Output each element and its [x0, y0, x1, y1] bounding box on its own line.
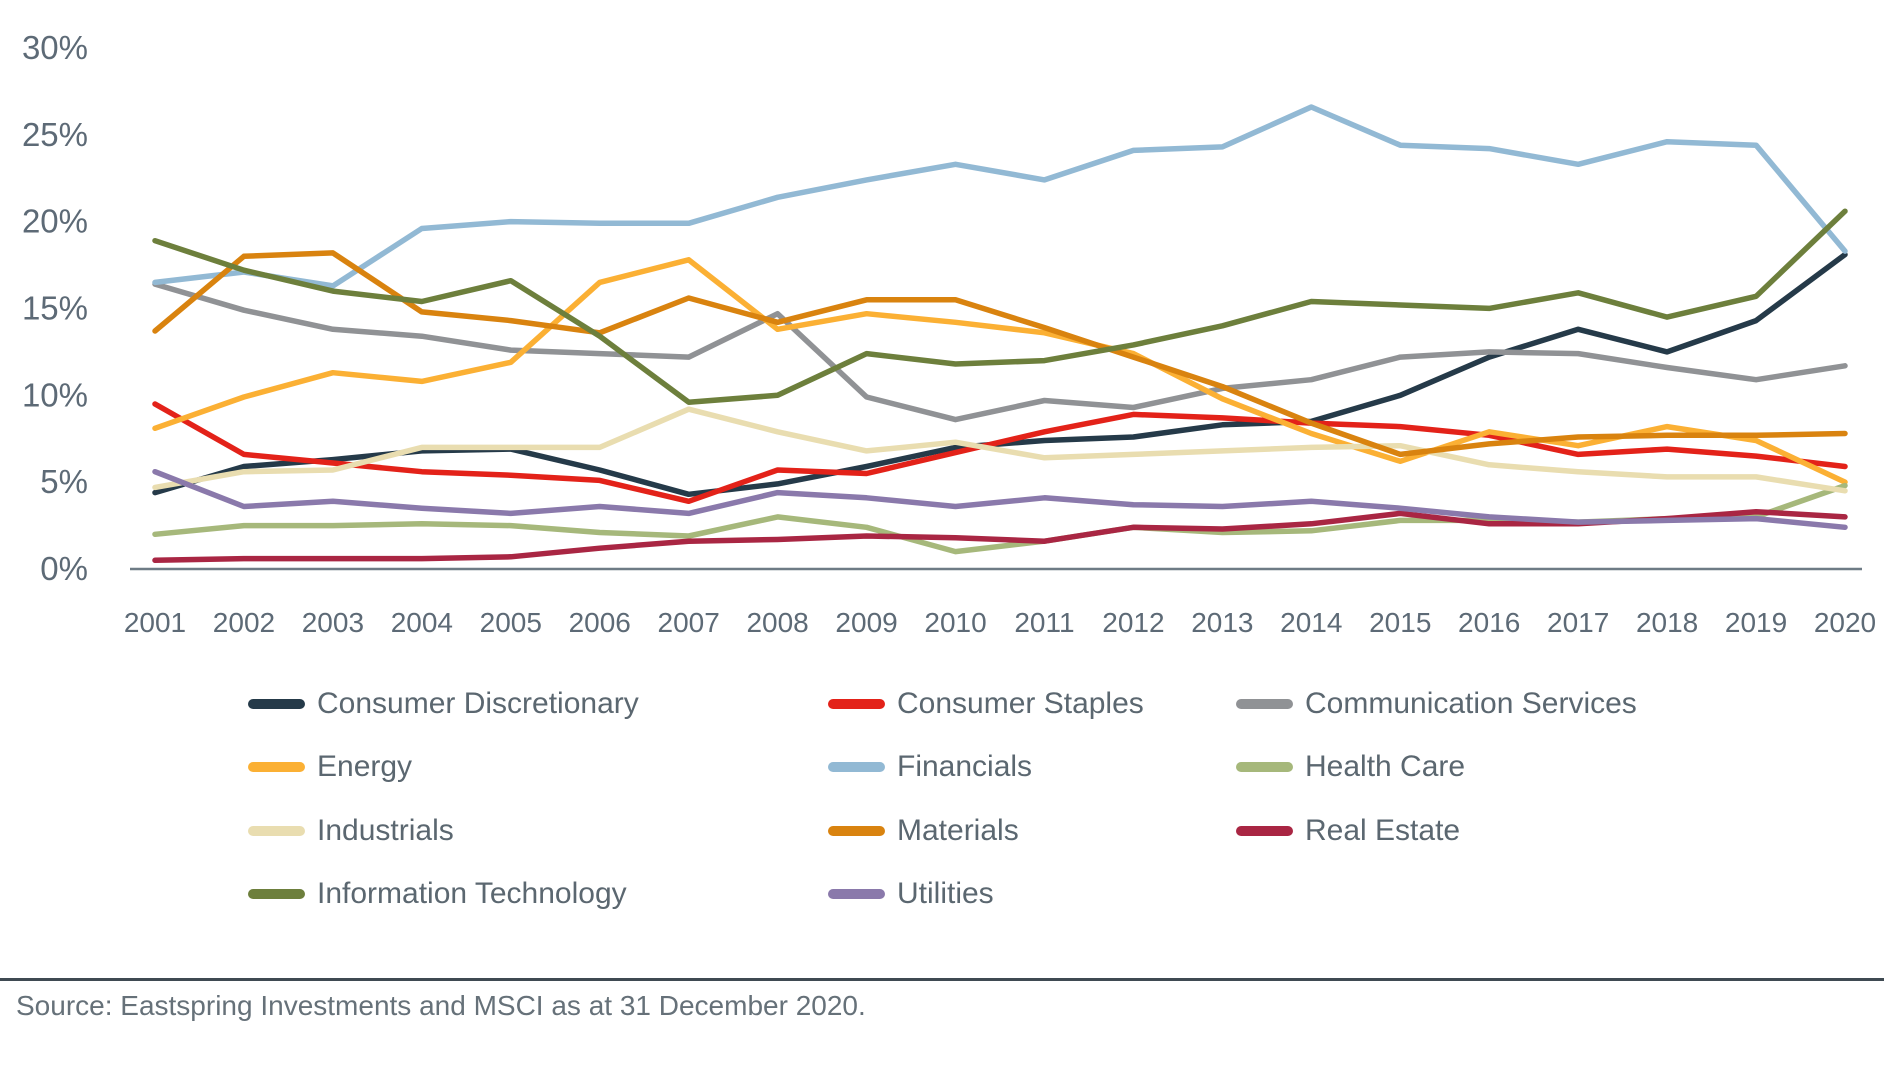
legend-label: Utilities: [897, 877, 994, 911]
chart-legend: Consumer Discretionary Consumer Staples Co…: [248, 672, 1856, 926]
legend-item-financials: Financials: [828, 750, 1236, 784]
legend-label: Industrials: [317, 813, 454, 847]
y-axis-tick-label: 10%: [22, 376, 88, 413]
line-chart: 0% 5% 10% 15% 20% 25% 30% 2001 2002 2003 2004 2005 2…: [22, 29, 1876, 638]
legend-swatch-consumer-staples: [828, 698, 885, 709]
legend-swatch-communication-services: [1236, 698, 1293, 709]
y-axis-tick-label: 30%: [22, 29, 88, 66]
y-axis-tick-label: 0%: [40, 550, 88, 587]
x-axis-year-label: 2014: [1280, 607, 1342, 638]
legend-label: Financials: [897, 750, 1033, 784]
x-axis-year-label: 2009: [835, 607, 897, 638]
x-axis-year-label: 2003: [302, 607, 364, 638]
legend-item-consumer-staples: Consumer Staples: [828, 687, 1236, 721]
x-axis-year-label: 2013: [1191, 607, 1253, 638]
legend-swatch-materials: [828, 825, 885, 836]
legend-label: Communication Services: [1305, 686, 1637, 720]
x-axis-year-label: 2012: [1102, 607, 1164, 638]
x-axis-year-label: 2011: [1014, 607, 1074, 638]
legend-item-utilities: Utilities: [828, 877, 1236, 911]
legend-label: Real Estate: [1305, 813, 1461, 847]
source-note: Source: Eastspring Investments and MSCI …: [16, 990, 866, 1021]
y-axis-tick-label: 20%: [22, 203, 88, 240]
x-axis-year-label: 2002: [213, 607, 275, 638]
series-line-information-technology: [152, 208, 1848, 405]
x-axis-year-label: 2016: [1458, 607, 1520, 638]
legend-swatch-utilities: [828, 889, 885, 900]
x-axis-year-label: 2004: [391, 607, 453, 638]
legend-item-real-estate: Real Estate: [1236, 814, 1856, 848]
legend-label: Consumer Staples: [897, 686, 1144, 720]
x-axis-year-label: 2019: [1725, 607, 1787, 638]
legend-label: Information Technology: [317, 877, 627, 911]
legend-item-industrials: Industrials: [248, 814, 828, 848]
series-line-financials: [152, 104, 1848, 289]
legend-swatch-consumer-discretionary: [248, 698, 305, 709]
x-axis-year-label: 2017: [1547, 607, 1609, 638]
legend-item-communication-services: Communication Services: [1236, 687, 1856, 721]
x-axis-year-label: 2008: [746, 607, 808, 638]
legend-label: Materials: [897, 813, 1019, 847]
x-axis-year-label: 2010: [924, 607, 986, 638]
x-axis-year-label: 2005: [480, 607, 542, 638]
legend-swatch-real-estate: [1236, 825, 1293, 836]
legend-item-consumer-discretionary: Consumer Discretionary: [248, 687, 828, 721]
legend-label: Consumer Discretionary: [317, 686, 639, 720]
series-line-industrials: [152, 406, 1848, 494]
series-line-communication-services: [152, 281, 1848, 423]
legend-swatch-health-care: [1236, 762, 1293, 773]
legend-item-information-technology: Information Technology: [248, 877, 828, 911]
series-line-materials: [152, 250, 1848, 458]
x-axis-year-label: 2007: [658, 607, 720, 638]
y-axis-tick-label: 15%: [22, 289, 88, 326]
legend-label: Health Care: [1305, 750, 1466, 784]
series-line-consumer-discretionary: [152, 251, 1848, 498]
legend-item-health-care: Health Care: [1236, 750, 1856, 784]
series-line-consumer-staples: [152, 401, 1848, 505]
legend-item-materials: Materials: [828, 814, 1236, 848]
x-axis-year-label: 2001: [124, 607, 186, 638]
legend-swatch-energy: [248, 762, 305, 773]
series-line-energy: [152, 257, 1848, 485]
legend-swatch-information-technology: [248, 889, 305, 900]
footer-divider: [0, 978, 1884, 981]
y-axis-tick-label: 5%: [40, 463, 88, 500]
x-axis-year-label: 2015: [1369, 607, 1431, 638]
series-line-utilities: [152, 468, 1848, 531]
x-axis-year-label: 2018: [1636, 607, 1698, 638]
x-axis-year-label: 2020: [1814, 607, 1876, 638]
legend-label: Energy: [317, 750, 413, 784]
legend-swatch-financials: [828, 762, 885, 773]
legend-swatch-industrials: [248, 825, 305, 836]
legend-item-energy: Energy: [248, 750, 828, 784]
y-axis-tick-label: 25%: [22, 116, 88, 153]
x-axis-year-label: 2006: [569, 607, 631, 638]
